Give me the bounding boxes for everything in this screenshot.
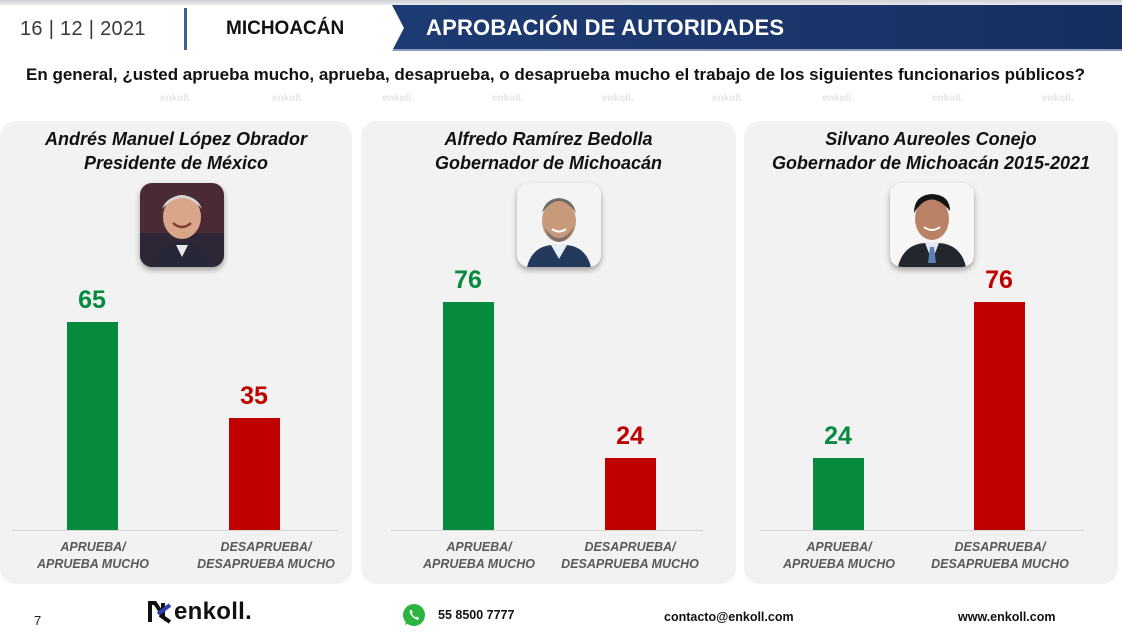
survey-question: En general, ¿usted aprueba mucho, aprueb… — [26, 65, 1085, 84]
slide-title: APROBACIÓN DE AUTORIDADES — [426, 15, 785, 40]
value-label-approve: 65 — [78, 286, 106, 314]
chart-baseline — [760, 530, 1084, 531]
value-label-approve: 24 — [824, 422, 852, 450]
contact-email[interactable]: contacto@enkoll.com — [664, 610, 794, 624]
official-name: Silvano Aureoles Conejo — [825, 129, 1037, 149]
official-heading: Alfredo Ramírez Bedolla Gobernador de Mi… — [361, 127, 736, 175]
enkoll-logo: enkoll. — [148, 598, 253, 625]
watermark: enkoll. — [932, 93, 964, 104]
official-name: Andrés Manuel López Obrador — [44, 129, 308, 149]
panel-bedolla: Alfredo Ramírez Bedolla Gobernador de Mi… — [361, 121, 736, 584]
category-label-approve: APRUEBA/ APRUEBA MUCHO — [394, 539, 564, 573]
official-heading: Silvano Aureoles Conejo Gobernador de Mi… — [744, 127, 1118, 175]
category-label-line: DESAPRUEBA MUCHO — [561, 557, 699, 571]
logo-text: enkoll. — [174, 598, 253, 625]
panel-amlo: Andrés Manuel López Obrador Presidente d… — [0, 121, 352, 584]
chart-baseline — [391, 530, 703, 531]
category-label-disapprove: DESAPRUEBA/ DESAPRUEBA MUCHO — [181, 539, 351, 573]
watermark: enkoll. — [712, 93, 744, 104]
category-label-line: APRUEBA MUCHO — [422, 557, 536, 571]
bar-disapprove — [229, 418, 280, 530]
header-divider — [184, 8, 187, 50]
panel-aureoles: Silvano Aureoles Conejo Gobernador de Mi… — [744, 121, 1118, 584]
official-role: Presidente de México — [83, 153, 269, 173]
official-name: Alfredo Ramírez Bedolla — [444, 129, 653, 149]
watermark: enkoll. — [822, 93, 854, 104]
bar-approve — [67, 322, 118, 530]
category-label-line: DESAPRUEBA MUCHO — [931, 557, 1069, 571]
category-label-approve: APRUEBA/ APRUEBA MUCHO — [754, 539, 924, 573]
watermark: enkoll. — [1042, 93, 1074, 104]
bar-chart: 24 76 — [744, 121, 1118, 584]
category-label-line: DESAPRUEBA/ — [220, 540, 312, 554]
slide-header: 16 | 12 | 2021 MICHOACÁN APROBACIÓN DE A… — [0, 5, 1122, 51]
bar-approve — [813, 458, 864, 530]
bar-disapprove — [974, 302, 1025, 530]
value-label-disapprove: 76 — [985, 266, 1013, 294]
category-label-line: APRUEBA MUCHO — [36, 557, 150, 571]
portrait-icon — [140, 183, 224, 267]
category-label-line: APRUEBA/ — [806, 540, 872, 554]
category-label-line: DESAPRUEBA/ — [584, 540, 676, 554]
enkoll-logo-icon — [148, 601, 172, 624]
slide-footer: 7 enkoll. 55 8500 7777 contacto@enkoll.c… — [0, 596, 1122, 632]
report-date: 16 | 12 | 2021 — [20, 18, 146, 40]
watermark: enkoll. — [602, 93, 634, 104]
watermark: enkoll. — [382, 93, 414, 104]
official-role: Gobernador de Michoacán — [434, 153, 663, 173]
portrait-icon — [517, 183, 601, 267]
watermark: enkoll. — [272, 93, 304, 104]
watermark: enkoll. — [160, 93, 192, 104]
page-number: 7 — [34, 613, 42, 628]
official-role: Gobernador de Michoacán 2015-2021 — [771, 153, 1091, 173]
category-label-line: APRUEBA/ — [446, 540, 512, 554]
whatsapp-icon — [403, 604, 425, 626]
value-label-disapprove: 24 — [616, 422, 644, 450]
region-label: MICHOACÁN — [226, 18, 345, 39]
bar-disapprove — [605, 458, 656, 530]
category-label-line: APRUEBA/ — [60, 540, 126, 554]
category-label-disapprove: DESAPRUEBA/ DESAPRUEBA MUCHO — [915, 539, 1085, 573]
value-label-disapprove: 35 — [240, 382, 268, 410]
phone-number: 55 8500 7777 — [438, 608, 515, 622]
value-label-approve: 76 — [454, 266, 482, 294]
category-label-line: APRUEBA MUCHO — [782, 557, 896, 571]
official-heading: Andrés Manuel López Obrador Presidente d… — [0, 127, 352, 175]
chart-baseline — [12, 530, 338, 531]
watermark: enkoll. — [492, 93, 524, 104]
category-label-line: DESAPRUEBA/ — [954, 540, 1046, 554]
category-label-disapprove: DESAPRUEBA/ DESAPRUEBA MUCHO — [545, 539, 715, 573]
bar-chart: 65 35 — [0, 121, 352, 584]
bar-chart: 76 24 — [361, 121, 736, 584]
portrait-icon — [890, 183, 974, 267]
category-label-line: DESAPRUEBA MUCHO — [197, 557, 335, 571]
website-link[interactable]: www.enkoll.com — [958, 610, 1056, 624]
title-banner: APROBACIÓN DE AUTORIDADES — [392, 5, 1122, 51]
top-strip — [0, 0, 1122, 5]
bar-approve — [443, 302, 494, 530]
contact-phone: 55 8500 7777 — [402, 603, 514, 627]
category-label-approve: APRUEBA/ APRUEBA MUCHO — [8, 539, 178, 573]
